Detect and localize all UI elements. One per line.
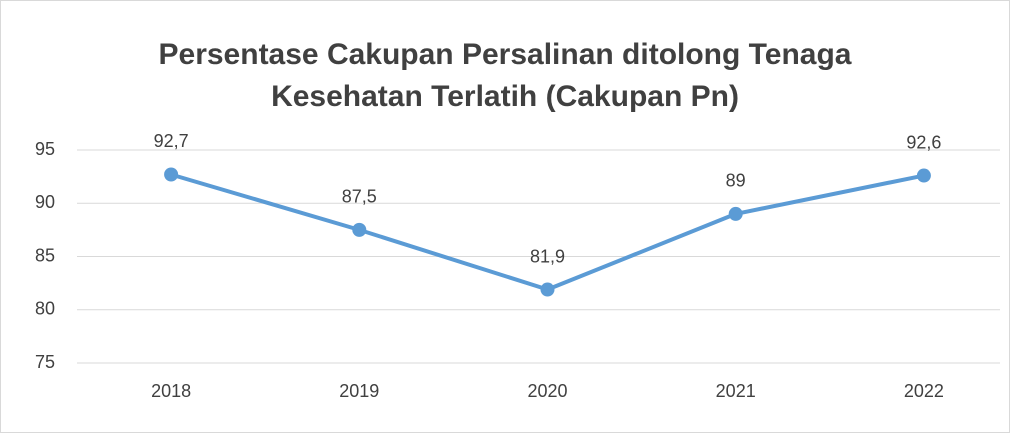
chart-title: Persentase Cakupan Persalinan ditolong T… [158, 38, 852, 113]
data-label: 89 [726, 171, 746, 191]
data-point [916, 168, 931, 183]
x-tick-label: 2020 [527, 381, 567, 401]
y-tick-label: 95 [35, 139, 55, 159]
data-label: 81,9 [530, 246, 565, 266]
data-point [540, 282, 555, 297]
x-tick-label: 2021 [716, 381, 756, 401]
y-tick-label: 80 [35, 299, 55, 319]
x-tick-label: 2018 [151, 381, 191, 401]
data-label: 92,6 [906, 132, 941, 152]
y-tick-label: 75 [35, 352, 55, 372]
data-point [352, 222, 367, 237]
data-label: 87,5 [342, 187, 377, 207]
y-tick-label: 90 [35, 192, 55, 212]
x-tick-label: 2019 [339, 381, 379, 401]
data-point [164, 167, 179, 182]
x-tick-label: 2022 [904, 381, 944, 401]
data-label: 92,7 [154, 131, 189, 151]
y-tick-label: 85 [35, 245, 55, 265]
data-point [728, 206, 743, 221]
